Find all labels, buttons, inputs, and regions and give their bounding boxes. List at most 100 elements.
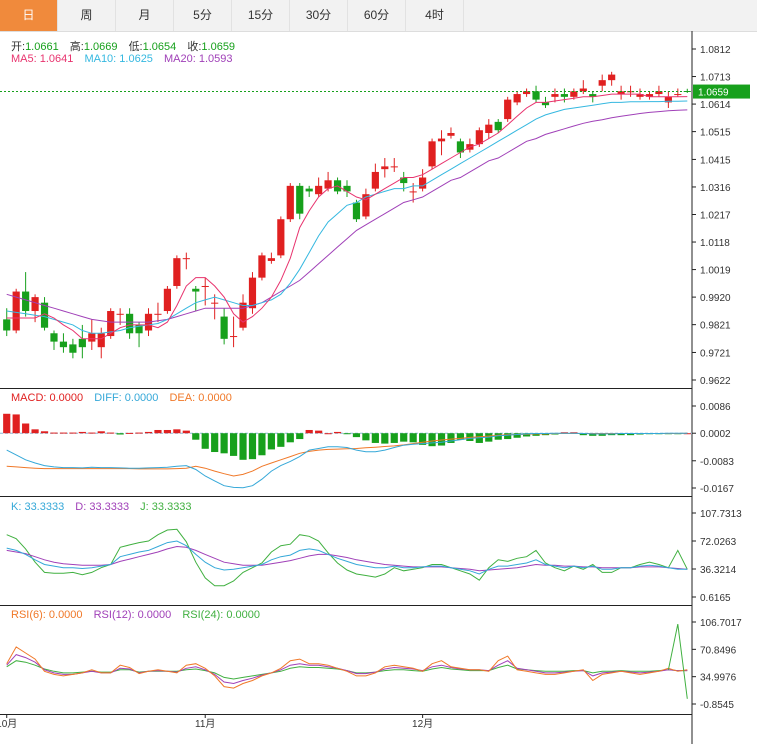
candle-body <box>419 177 427 189</box>
candle-body <box>381 166 389 170</box>
close-value: 1.0659 <box>201 41 236 53</box>
macd-legend-macd: MACD: 0.0000 <box>11 392 84 404</box>
macd-bar <box>239 433 247 460</box>
tab-month[interactable]: 月 <box>116 0 174 31</box>
tab-4hour[interactable]: 4时 <box>406 0 464 31</box>
macd-bar <box>494 433 502 440</box>
price-tick-label: 1.0614 <box>700 100 731 111</box>
candle-body <box>107 311 115 337</box>
price-tick-label: 1.0713 <box>700 73 731 84</box>
candle-body <box>31 297 39 312</box>
x-tick-label: 11月 <box>195 718 215 730</box>
x-tick-label: 10月 <box>0 718 17 730</box>
macd-bar <box>135 432 143 434</box>
macd-bar <box>116 433 124 435</box>
candle-body <box>126 313 134 334</box>
candle-body <box>551 94 559 97</box>
candle-body <box>22 291 30 312</box>
macd-bar <box>343 433 351 435</box>
candle-body <box>211 302 219 304</box>
candle-body <box>277 219 285 256</box>
rsi24-spike <box>667 623 688 699</box>
candle-body <box>598 80 606 86</box>
candle-body <box>59 341 68 348</box>
x-tick-label: 12月 <box>412 718 433 730</box>
candle-body <box>3 319 11 331</box>
ohlc-legend: 开:1.0661 高:1.0669 低:1.0654 收:1.0659 <box>11 38 243 54</box>
candle-body <box>78 338 86 348</box>
candle-body <box>69 344 77 353</box>
rsi-tick-label: 70.8496 <box>700 645 737 656</box>
macd-tick-label: 0.0002 <box>700 429 731 440</box>
kdj-tick-label: 36.3214 <box>700 565 737 576</box>
macd-bar <box>371 433 379 443</box>
macd-bar <box>22 423 30 434</box>
macd-bar <box>267 433 275 450</box>
candle-body <box>589 94 597 97</box>
candle-body <box>258 255 266 278</box>
period-tabs: 日 周 月 5分 15分 30分 60分 4时 <box>0 0 757 32</box>
candle-body <box>88 333 96 342</box>
macd-bar <box>447 433 455 443</box>
candle-body <box>532 91 540 100</box>
price-tick-label: 0.9821 <box>700 321 731 332</box>
candle-body <box>50 333 58 342</box>
macd-bar <box>31 429 39 434</box>
candle-body <box>305 188 313 192</box>
candle-body <box>655 91 663 95</box>
price-tick-label: 0.9721 <box>700 348 731 359</box>
rsi-tick-label: 106.7017 <box>700 618 742 629</box>
candle-body <box>560 94 568 97</box>
macd-legend-diff: DIFF: 0.0000 <box>94 392 159 404</box>
kdj-legend-d: D: 33.3333 <box>75 501 130 513</box>
candle-body <box>173 258 181 286</box>
macd-bar <box>362 433 370 441</box>
tab-week[interactable]: 周 <box>58 0 116 31</box>
macd-bar <box>258 433 266 456</box>
macd-bar <box>107 432 115 434</box>
dea-line <box>6 432 688 477</box>
macd-bar <box>182 430 190 434</box>
macd-bar <box>626 433 635 436</box>
candle-body <box>579 88 587 92</box>
candle-body <box>683 91 691 93</box>
rsi-tick-label: -0.8545 <box>700 700 734 711</box>
rsi24-line <box>6 660 688 680</box>
ma5-legend: MA5: 1.0641 <box>11 53 74 65</box>
tab-5min[interactable]: 5分 <box>174 0 232 31</box>
macd-bar <box>504 433 512 440</box>
rsi6-line <box>6 646 688 689</box>
candle-body <box>664 96 672 103</box>
ma10-legend: MA10: 1.0625 <box>84 53 153 65</box>
ma10-line <box>6 100 688 334</box>
open-value: 1.0661 <box>25 41 59 53</box>
macd-bar <box>589 433 597 436</box>
candle-body <box>116 313 124 315</box>
macd-bar <box>277 433 285 447</box>
macd-bar <box>97 431 105 434</box>
tab-15min[interactable]: 15分 <box>232 0 290 31</box>
macd-bar <box>296 433 304 440</box>
price-tick-label: 1.0316 <box>700 183 731 194</box>
candle-body <box>617 91 625 95</box>
candle-body <box>437 138 446 142</box>
tab-60min[interactable]: 60分 <box>348 0 406 31</box>
tab-day[interactable]: 日 <box>0 0 58 31</box>
candle-body <box>248 277 257 309</box>
macd-bar <box>409 433 417 443</box>
macd-bar <box>579 433 587 436</box>
tab-30min[interactable]: 30分 <box>290 0 348 31</box>
candle-body <box>362 194 370 217</box>
macd-bar <box>154 429 162 434</box>
candle-body <box>636 94 644 97</box>
macd-bar <box>12 414 20 434</box>
candle-body <box>201 285 209 287</box>
high-label: 高: <box>69 41 84 53</box>
kdj-tick-label: 107.7313 <box>700 509 742 520</box>
macd-legend: MACD: 0.0000 DIFF: 0.0000 DEA: 0.0000 <box>11 392 240 404</box>
macd-bar <box>78 431 86 434</box>
macd-bar <box>617 433 625 436</box>
macd-bar <box>428 433 436 447</box>
macd-bar <box>333 431 342 434</box>
